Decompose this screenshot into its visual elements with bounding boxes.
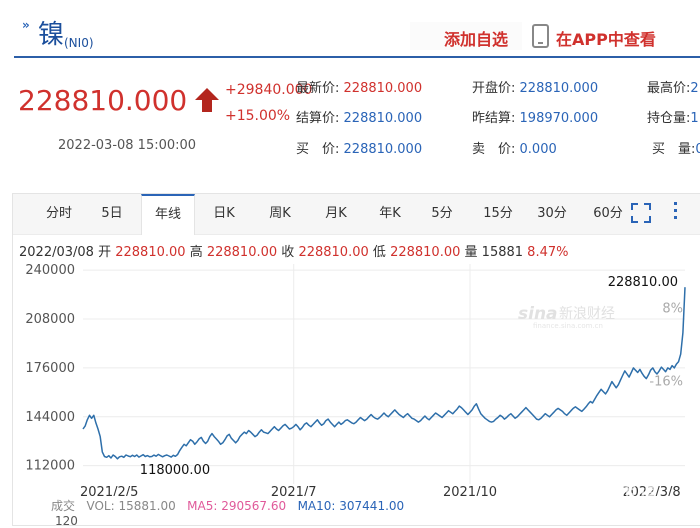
up-arrow-icon [195,88,219,112]
add-watchlist-button[interactable]: 添加自选 [410,22,522,50]
ohlc-info-line: 2022/03/08 开 228810.00 高 228810.00 收 228… [19,245,569,260]
header-divider [14,56,700,58]
high-price-label: 228810.00 [608,275,678,290]
volume-info-line: 成交 VOL: 15881.00 MA5: 290567.60 MA10: 30… [51,499,405,513]
instrument-name: 镍 [38,20,65,50]
quote-field-settle: 结算价: 228810.000 [296,111,423,126]
tab-daily-k[interactable]: 日K [213,206,235,221]
tab-intraday[interactable]: 分时 [45,206,72,221]
quote-timestamp: 2022-03-08 15:00:00 [58,138,197,153]
tab-5min[interactable]: 5分 [431,206,453,221]
x-tick-label: 2021/2/5 [80,485,138,496]
quote-field-bid: 买 价: 228810.000 [296,142,423,157]
quote-field-ask: 卖 价: 0.000 [472,142,557,157]
phone-icon [532,24,549,48]
tab-30min[interactable]: 30分 [537,206,567,221]
last-price: 228810.000 [18,84,188,117]
pct-tick-label: -16% [649,374,683,389]
y-tick-label: 144000 [25,410,75,425]
open-in-app-label: 在APP中查看 [556,30,656,49]
add-watchlist-label: 添加自选 [444,30,509,49]
watermark-sina-sub: finance.sina.com.cn [533,322,603,330]
price-series-line [82,287,686,460]
pct-tick-label: 8% [662,301,683,316]
y-tick-label: 208000 [25,312,75,327]
price-change: +29840.000 [225,82,313,98]
tab-15min[interactable]: 15分 [483,206,513,221]
tab-5day[interactable]: 5日 [101,206,123,221]
price-chart[interactable]: 240000 208000 176000 144000 112000 2021/2/5 20… [13,264,700,496]
more-options-icon[interactable] [673,202,679,224]
double-chevron-icon: » [22,18,30,32]
quote-field-latest: 最新价: 228810.000 [296,81,423,96]
watermark-21st-century: 21世纪经济报道 [510,480,659,502]
quote-field-prev-settle: 昨结算: 198970.000 [472,111,599,126]
y-tick-label: 112000 [25,459,75,474]
tab-weekly-k[interactable]: 周K [269,206,291,221]
volume-axis-tick: 120 [55,514,78,528]
tab-60min[interactable]: 60分 [593,206,623,221]
quote-field-bid-volume: 买 量:0 [652,142,700,157]
y-tick-label: 176000 [25,361,75,376]
period-tabbar: 分时 5日 年线 日K 周K 月K 年K 5分 15分 30分 60分 [13,194,700,235]
y-tick-label: 240000 [25,264,75,278]
watermark-21st-century-sub: 21ST CENTURY BUSINESS HERALD [548,498,686,507]
x-tick-label: 2021/10 [443,485,497,496]
tab-yearline[interactable]: 年线 [141,194,195,235]
instrument-code: (NI0) [64,36,94,50]
fullscreen-icon[interactable] [631,203,651,223]
quote-field-open-interest: 持仓量:1 [647,111,699,126]
quote-field-high: 最高价:2 [647,81,699,96]
x-tick-label: 2021/7 [271,485,317,496]
quote-field-open: 开盘价: 228810.000 [472,81,599,96]
watermark-sina-logo: sina [518,304,558,324]
low-price-label: 118000.00 [140,463,210,478]
watermark-sina-text: 新浪财经 [559,306,615,322]
price-change-pct: +15.00% [225,108,291,124]
tab-monthly-k[interactable]: 月K [325,206,347,221]
x-tick-label: 2022/3/8 [622,485,680,496]
open-in-app-button[interactable]: 在APP中查看 [528,22,693,50]
tab-yearly-k[interactable]: 年K [379,206,401,221]
